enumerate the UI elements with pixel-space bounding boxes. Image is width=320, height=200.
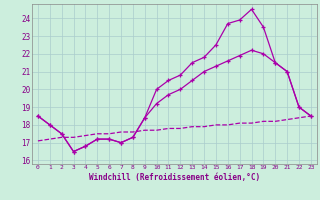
X-axis label: Windchill (Refroidissement éolien,°C): Windchill (Refroidissement éolien,°C)	[89, 173, 260, 182]
